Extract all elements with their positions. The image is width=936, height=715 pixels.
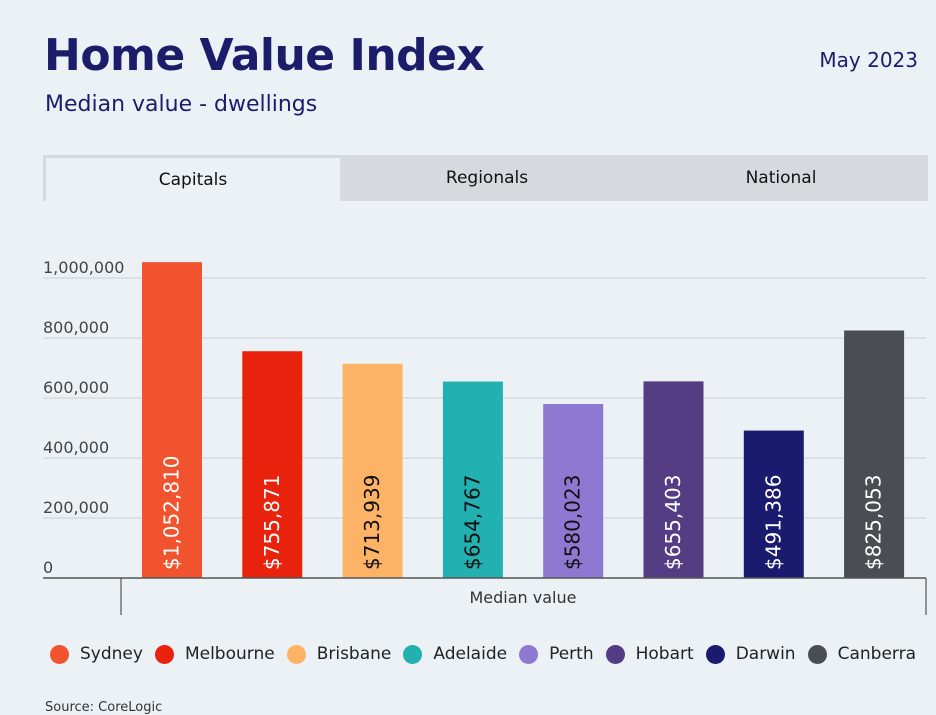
bar-sydney [142,262,202,578]
data-label: $755,871 [260,475,284,570]
legend-item-hobart[interactable]: Hobart [605,644,694,664]
legend-swatch [50,644,69,664]
bar-darwin [743,430,804,578]
tab-capitals[interactable]: Capitals [43,155,340,201]
legend-label: Hobart [635,644,694,664]
chart-legend: Sydney Melbourne Brisbane Adelaide Perth Hoba… [50,644,928,664]
y-tick-label: 200,000 [43,498,109,517]
data-label: $580,023 [561,475,585,570]
legend-swatch [286,644,306,664]
y-tick-label: 1,000,000 [43,258,124,277]
legend-label: Brisbane [316,644,392,664]
bar-hobart [643,381,704,578]
legend-swatch [705,644,725,664]
legend-label: Darwin [735,644,796,664]
date-label: May 2023 [819,48,918,72]
tab-national[interactable]: National [745,168,817,188]
legend-label: Canberra [837,644,917,664]
legend-swatch [807,644,827,664]
legend-label: Perth [549,644,594,664]
y-tick-label: 0 [43,558,53,577]
legend-swatch [154,644,174,664]
y-tick-label: 400,000 [43,438,109,457]
y-tick-label: 800,000 [43,318,109,337]
legend-swatch [605,644,625,664]
tab-bar: Capitals Regionals National [43,155,928,201]
x-axis-label: Median value [470,588,577,607]
legend-item-perth[interactable]: Perth [519,644,594,664]
legend-label: Melbourne [184,644,275,664]
bar-brisbane [342,363,403,578]
legend-label: Sydney [80,644,143,664]
data-label: $491,386 [761,475,785,570]
legend-item-melbourne[interactable]: Melbourne [154,644,275,664]
tab-regionals[interactable]: Regionals [445,168,529,188]
legend-item-canberra[interactable]: Canberra [807,644,917,664]
page-title: Home Value Index [44,30,485,81]
data-label: $655,403 [661,475,685,570]
data-label: $713,939 [360,475,384,570]
bar-canberra [844,330,905,578]
legend-item-brisbane[interactable]: Brisbane [286,644,392,664]
legend-label: Adelaide [433,644,508,664]
y-tick-label: 600,000 [43,378,109,397]
legend-item-adelaide[interactable]: Adelaide [403,644,507,664]
page-subtitle: Median value - dwellings [45,92,318,117]
bar-chart: 0 200,000 400,000 600,000 800,000 1,000,000 $1… [43,258,927,615]
legend-item-darwin[interactable]: Darwin [705,644,796,664]
data-label: $1,052,810 [160,455,184,570]
data-label: $825,053 [862,475,886,570]
data-label: $654,767 [460,475,484,570]
bar-adelaide [442,381,503,578]
bar-perth [543,403,604,578]
legend-swatch [519,644,539,664]
legend-swatch [403,644,423,664]
bar-melbourne [242,351,303,578]
legend-item-sydney[interactable]: Sydney [50,644,143,664]
